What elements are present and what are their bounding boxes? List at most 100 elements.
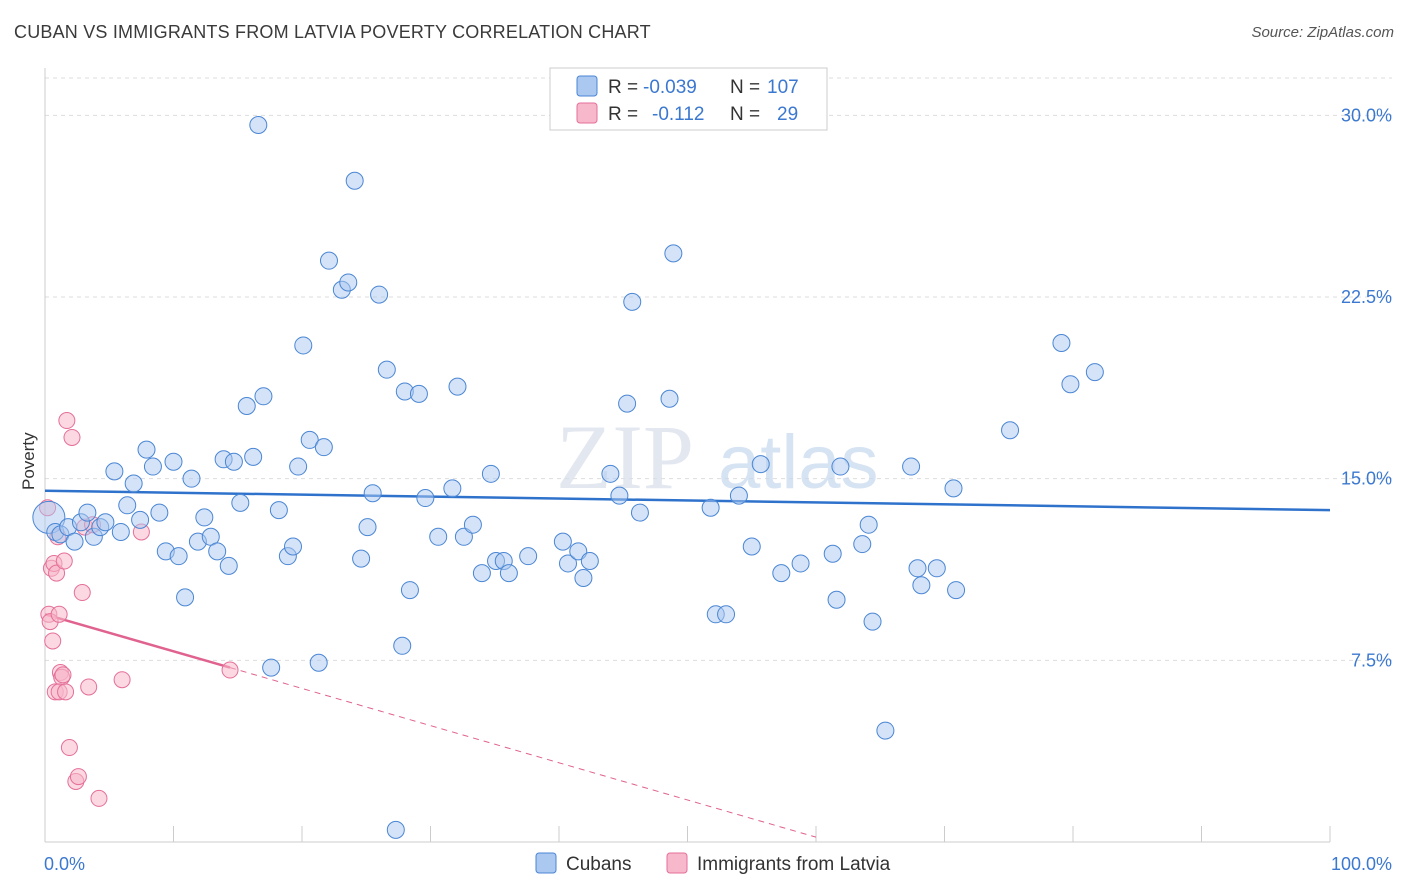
point-latvia-13 xyxy=(58,412,76,430)
point-latvia-15 xyxy=(63,428,81,446)
point-cubans-11 xyxy=(111,522,130,541)
bottom-legend-swatch-latvia xyxy=(666,852,688,874)
legend-swatch-cubans xyxy=(576,75,598,97)
point-cubans-78 xyxy=(623,292,642,311)
legend-swatch-latvia xyxy=(576,102,598,124)
point-cubans-16 xyxy=(143,457,162,476)
point-latvia-9 xyxy=(50,605,68,623)
point-cubans-30 xyxy=(231,493,250,512)
point-cubans-75 xyxy=(601,464,620,483)
y-tick-label-2: 22.5% xyxy=(1341,287,1392,307)
point-cubans-58 xyxy=(416,489,435,508)
point-cubans-51 xyxy=(370,285,389,304)
legend-n-label-2: N = xyxy=(730,104,760,125)
point-cubans-85 xyxy=(729,486,748,505)
point-cubans-73 xyxy=(574,568,593,587)
legend-r-value-2: -0.112 xyxy=(652,104,704,125)
point-cubans-9 xyxy=(96,513,115,532)
point-cubans-93 xyxy=(853,535,872,554)
point-cubans-61 xyxy=(448,377,467,396)
legend-n-label-1: N = xyxy=(730,77,760,98)
y-tick-label-3: 30.0% xyxy=(1341,105,1392,125)
point-cubans-70 xyxy=(553,532,572,551)
point-cubans-36 xyxy=(269,501,288,520)
point-cubans-104 xyxy=(1052,334,1071,353)
point-cubans-44 xyxy=(319,251,338,270)
point-cubans-47 xyxy=(345,171,364,190)
point-cubans-48 xyxy=(352,549,371,568)
point-cubans-39 xyxy=(289,457,308,476)
point-cubans-38 xyxy=(284,537,303,556)
point-cubans-6 xyxy=(78,503,97,522)
point-cubans-99 xyxy=(912,576,931,595)
point-cubans-43 xyxy=(314,438,333,457)
point-cubans-20 xyxy=(169,547,188,566)
point-latvia-27 xyxy=(57,683,75,701)
point-cubans-56 xyxy=(400,581,419,600)
point-cubans-68 xyxy=(499,564,518,583)
point-cubans-17 xyxy=(150,503,169,522)
point-cubans-54 xyxy=(393,636,412,655)
point-cubans-63 xyxy=(463,515,482,534)
point-cubans-100 xyxy=(927,559,946,578)
point-latvia-22 xyxy=(90,789,108,807)
point-cubans-76 xyxy=(610,486,629,505)
point-latvia-23 xyxy=(113,671,131,689)
point-cubans-88 xyxy=(772,564,791,583)
y-tick-label-0: 7.5% xyxy=(1351,650,1392,670)
point-cubans-77 xyxy=(618,394,637,413)
point-cubans-26 xyxy=(208,542,227,561)
point-cubans-62 xyxy=(454,527,473,546)
legend-r-label-2: R = xyxy=(608,104,638,125)
point-latvia-18 xyxy=(73,584,91,602)
trend-lines xyxy=(44,489,1331,838)
point-cubans-74 xyxy=(580,552,599,571)
point-cubans-29 xyxy=(224,452,243,471)
point-cubans-28 xyxy=(219,556,238,575)
trend-line-latvia xyxy=(44,613,231,669)
x-tick-label-1: 100.0% xyxy=(1331,854,1392,874)
grid-lines xyxy=(45,77,1392,661)
point-cubans-97 xyxy=(902,457,921,476)
tick-labels: 7.5% 15.0% 22.5% 30.0% 0.0% 100.0% xyxy=(44,105,1392,874)
axes xyxy=(44,68,1331,843)
point-cubans-14 xyxy=(131,510,150,529)
point-cubans-49 xyxy=(358,518,377,537)
point-cubans-50 xyxy=(363,484,382,503)
bottom-legend-latvia: Immigrants from Latvia xyxy=(697,854,891,875)
point-cubans-46 xyxy=(339,273,358,292)
legend-n-value-1: 107 xyxy=(767,77,799,98)
point-cubans-33 xyxy=(249,116,268,135)
point-cubans-89 xyxy=(791,554,810,573)
point-cubans-103 xyxy=(1001,421,1020,440)
point-cubans-86 xyxy=(742,537,761,556)
point-cubans-87 xyxy=(751,455,770,474)
point-cubans-94 xyxy=(859,515,878,534)
point-cubans-79 xyxy=(630,503,649,522)
point-latvia-26 xyxy=(54,666,72,684)
point-cubans-32 xyxy=(244,447,263,466)
point-cubans-40 xyxy=(294,336,313,355)
point-cubans-80 xyxy=(660,389,679,408)
point-cubans-31 xyxy=(237,397,256,415)
bottom-legend-swatch-cubans xyxy=(535,852,557,874)
point-cubans-4 xyxy=(65,532,84,551)
point-cubans-84 xyxy=(717,605,736,624)
point-latvia-4 xyxy=(44,632,62,650)
point-cubans-64 xyxy=(472,564,491,583)
point-latvia-7 xyxy=(48,564,66,582)
point-latvia-28 xyxy=(221,661,239,679)
point-cubans-105 xyxy=(1061,375,1080,394)
point-latvia-17 xyxy=(69,768,87,786)
point-latvia-14 xyxy=(60,739,78,757)
series-latvia xyxy=(39,412,239,807)
point-latvia-12 xyxy=(55,552,73,570)
point-cubans-106 xyxy=(1085,363,1104,382)
point-cubans-72 xyxy=(569,542,588,561)
point-cubans-22 xyxy=(182,469,201,488)
point-cubans-13 xyxy=(124,474,143,493)
source-label: Source: ZipAtlas.com xyxy=(1251,24,1394,41)
point-cubans-95 xyxy=(863,612,882,631)
point-cubans-10 xyxy=(105,462,124,481)
